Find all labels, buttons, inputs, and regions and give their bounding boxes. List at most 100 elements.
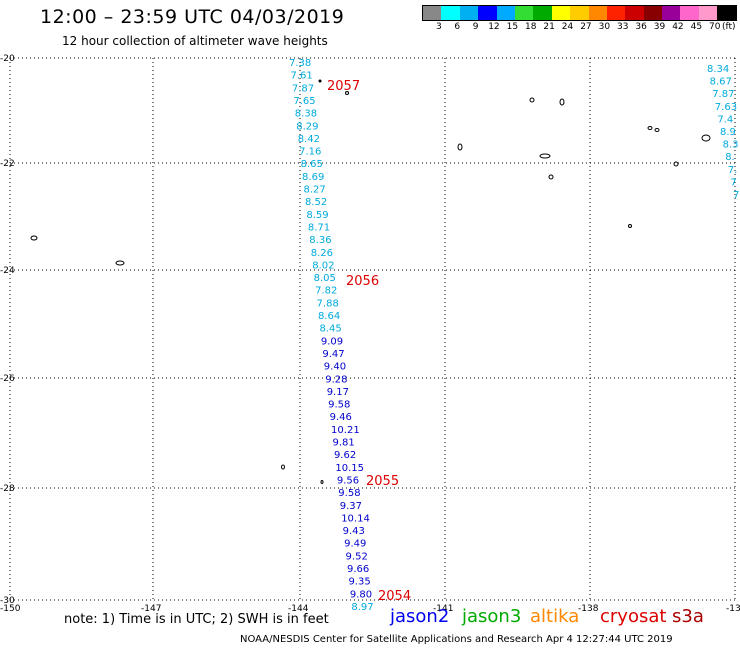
island-outline: [539, 153, 551, 159]
island-outline: [654, 128, 660, 132]
legend-swatch: [680, 6, 699, 20]
legend-swatch: [606, 6, 626, 20]
wave-height-value: 8.9: [720, 127, 736, 138]
wave-height-value: 9.37: [340, 501, 362, 512]
wave-height-value: 8.3: [723, 140, 739, 151]
legend-tick-label: 21: [543, 22, 555, 32]
wave-height-value: 7: [730, 177, 736, 188]
satellite-track-main: 7.38 7.617.87 7.65 8.388.29 8.42 7.168.65 8.69…: [289, 58, 374, 613]
lat-tick-label: -26: [0, 374, 15, 384]
legend-swatch: [441, 6, 460, 20]
lon-tick-label: -144: [288, 604, 309, 614]
axis-labels: -20 -22 -24 -26 -28 -30-150 -147 -144 -141 -138 -1…: [0, 54, 740, 614]
wave-height-value: 8.27: [304, 185, 326, 196]
wave-height-value: 7.87: [292, 83, 314, 94]
island-outline: [628, 224, 632, 228]
wave-height-value: 8.59: [306, 210, 328, 221]
legend-swatch: [496, 6, 515, 20]
wave-height-value: 7.82: [315, 286, 337, 297]
wave-height-value: 8.26: [311, 248, 333, 259]
satellite-legend-s3a: s3a: [672, 606, 704, 627]
legend-swatch: [514, 6, 534, 20]
wave-height-value: 8.45: [319, 324, 341, 335]
wave-height-value: 8.36: [309, 235, 331, 246]
wave-height-value: 9.56: [337, 475, 359, 486]
lat-tick-label: -24: [0, 266, 15, 276]
satellite-legend-jason3: jason3: [462, 606, 522, 627]
wave-height-value: 10.14: [341, 513, 370, 524]
wave-height-value: 9.09: [321, 336, 343, 347]
footer-note: note: 1) Time is in UTC; 2) SWH is in fe…: [64, 612, 329, 627]
wave-height-value: 9.66: [347, 564, 369, 575]
wave-height-value: 9.35: [348, 577, 370, 588]
wave-height-value: 9.52: [346, 551, 368, 562]
island-outline: [647, 126, 653, 130]
wave-height-value: 9.47: [322, 349, 344, 360]
wave-height-value: 9.81: [333, 438, 355, 449]
wave-height-value: 8.65: [301, 159, 323, 170]
wave-height-value: 9.58: [328, 400, 350, 411]
legend-swatch: [570, 6, 589, 20]
wave-height-value: 8.69: [302, 172, 324, 183]
wave-height-value: 8.42: [298, 134, 320, 145]
wave-height-value: 7.63: [715, 102, 737, 113]
island-outline: [281, 464, 285, 470]
island-outline: [30, 235, 38, 241]
legend-swatch: [478, 6, 497, 20]
legend-swatch: [551, 6, 571, 20]
wave-height-value: 7.61: [290, 71, 312, 82]
wave-height-value: 9.49: [344, 539, 366, 550]
legend-swatch: [533, 6, 552, 20]
wave-height-value: 8.67: [710, 77, 732, 88]
wave-height-value: 10.15: [335, 463, 364, 474]
wave-height-value: 9.80: [350, 589, 372, 600]
pass-time-label: 2055: [366, 474, 399, 489]
satellite-track-right: 8.348.677.877.637.48.98.38.7.77: [707, 64, 739, 201]
legend-tick-label: 9: [472, 22, 479, 32]
wave-height-value: 9.62: [334, 450, 356, 461]
wave-height-value: 9.43: [343, 526, 365, 537]
wave-height-value: 7: [733, 190, 739, 201]
legend-swatch: [643, 6, 663, 20]
wave-height-value: 10.21: [331, 425, 360, 436]
wave-height-value: 8.71: [308, 222, 330, 233]
pass-marker: [318, 79, 322, 83]
legend-tick-label: 12: [488, 22, 500, 32]
wave-height-value: 8.29: [296, 121, 318, 132]
island-outline: [559, 98, 565, 106]
legend-tick-label: 36: [635, 22, 647, 32]
wave-height-value: 8.97: [351, 602, 373, 613]
lon-tick-label: -141: [433, 604, 453, 614]
wave-height-value: 7.87: [712, 89, 734, 100]
legend-tick-label: 33: [617, 22, 629, 32]
pass-time-label: 2057: [327, 79, 360, 94]
map-title: 12:00 – 23:59 UTC 04/03/2019: [40, 6, 345, 28]
island-outline: [548, 174, 554, 180]
pass-time-label: 2054: [378, 589, 411, 604]
lat-tick-label: -30: [0, 596, 15, 606]
map-subtitle: 12 hour collection of altimeter wave hei…: [62, 34, 328, 48]
wave-height-value: 7.65: [293, 96, 315, 107]
wave-height-value: 7.88: [317, 298, 339, 309]
legend-tick-label: 15: [506, 22, 519, 32]
wave-height-value: 8.34: [707, 64, 729, 75]
island-outline: [115, 260, 125, 266]
credit-line: NOAA/NESDIS Center for Satellite Applica…: [240, 634, 673, 645]
island-outline: [673, 161, 679, 167]
wave-height-value: 9.40: [324, 362, 346, 373]
legend-tick-label: 42: [672, 22, 684, 32]
pass-time-label: 2056: [346, 274, 379, 289]
lat-tick-label: -20: [0, 54, 15, 64]
legend-tick-label: 3: [436, 22, 442, 32]
wave-height-value: 8.02: [312, 260, 334, 271]
island-outline: [345, 91, 349, 95]
wave-height-value: 7.4: [717, 114, 733, 125]
island-outline: [457, 143, 463, 151]
wave-height-value: 8.05: [314, 273, 336, 284]
pass-time-labels: 2057 2056 2055 2054: [318, 79, 411, 604]
wave-height-value: 7.: [728, 165, 738, 176]
wave-height-value: 9.17: [327, 387, 349, 398]
lon-tick-label: -138: [578, 604, 599, 614]
lat-tick-label: -28: [0, 484, 15, 494]
